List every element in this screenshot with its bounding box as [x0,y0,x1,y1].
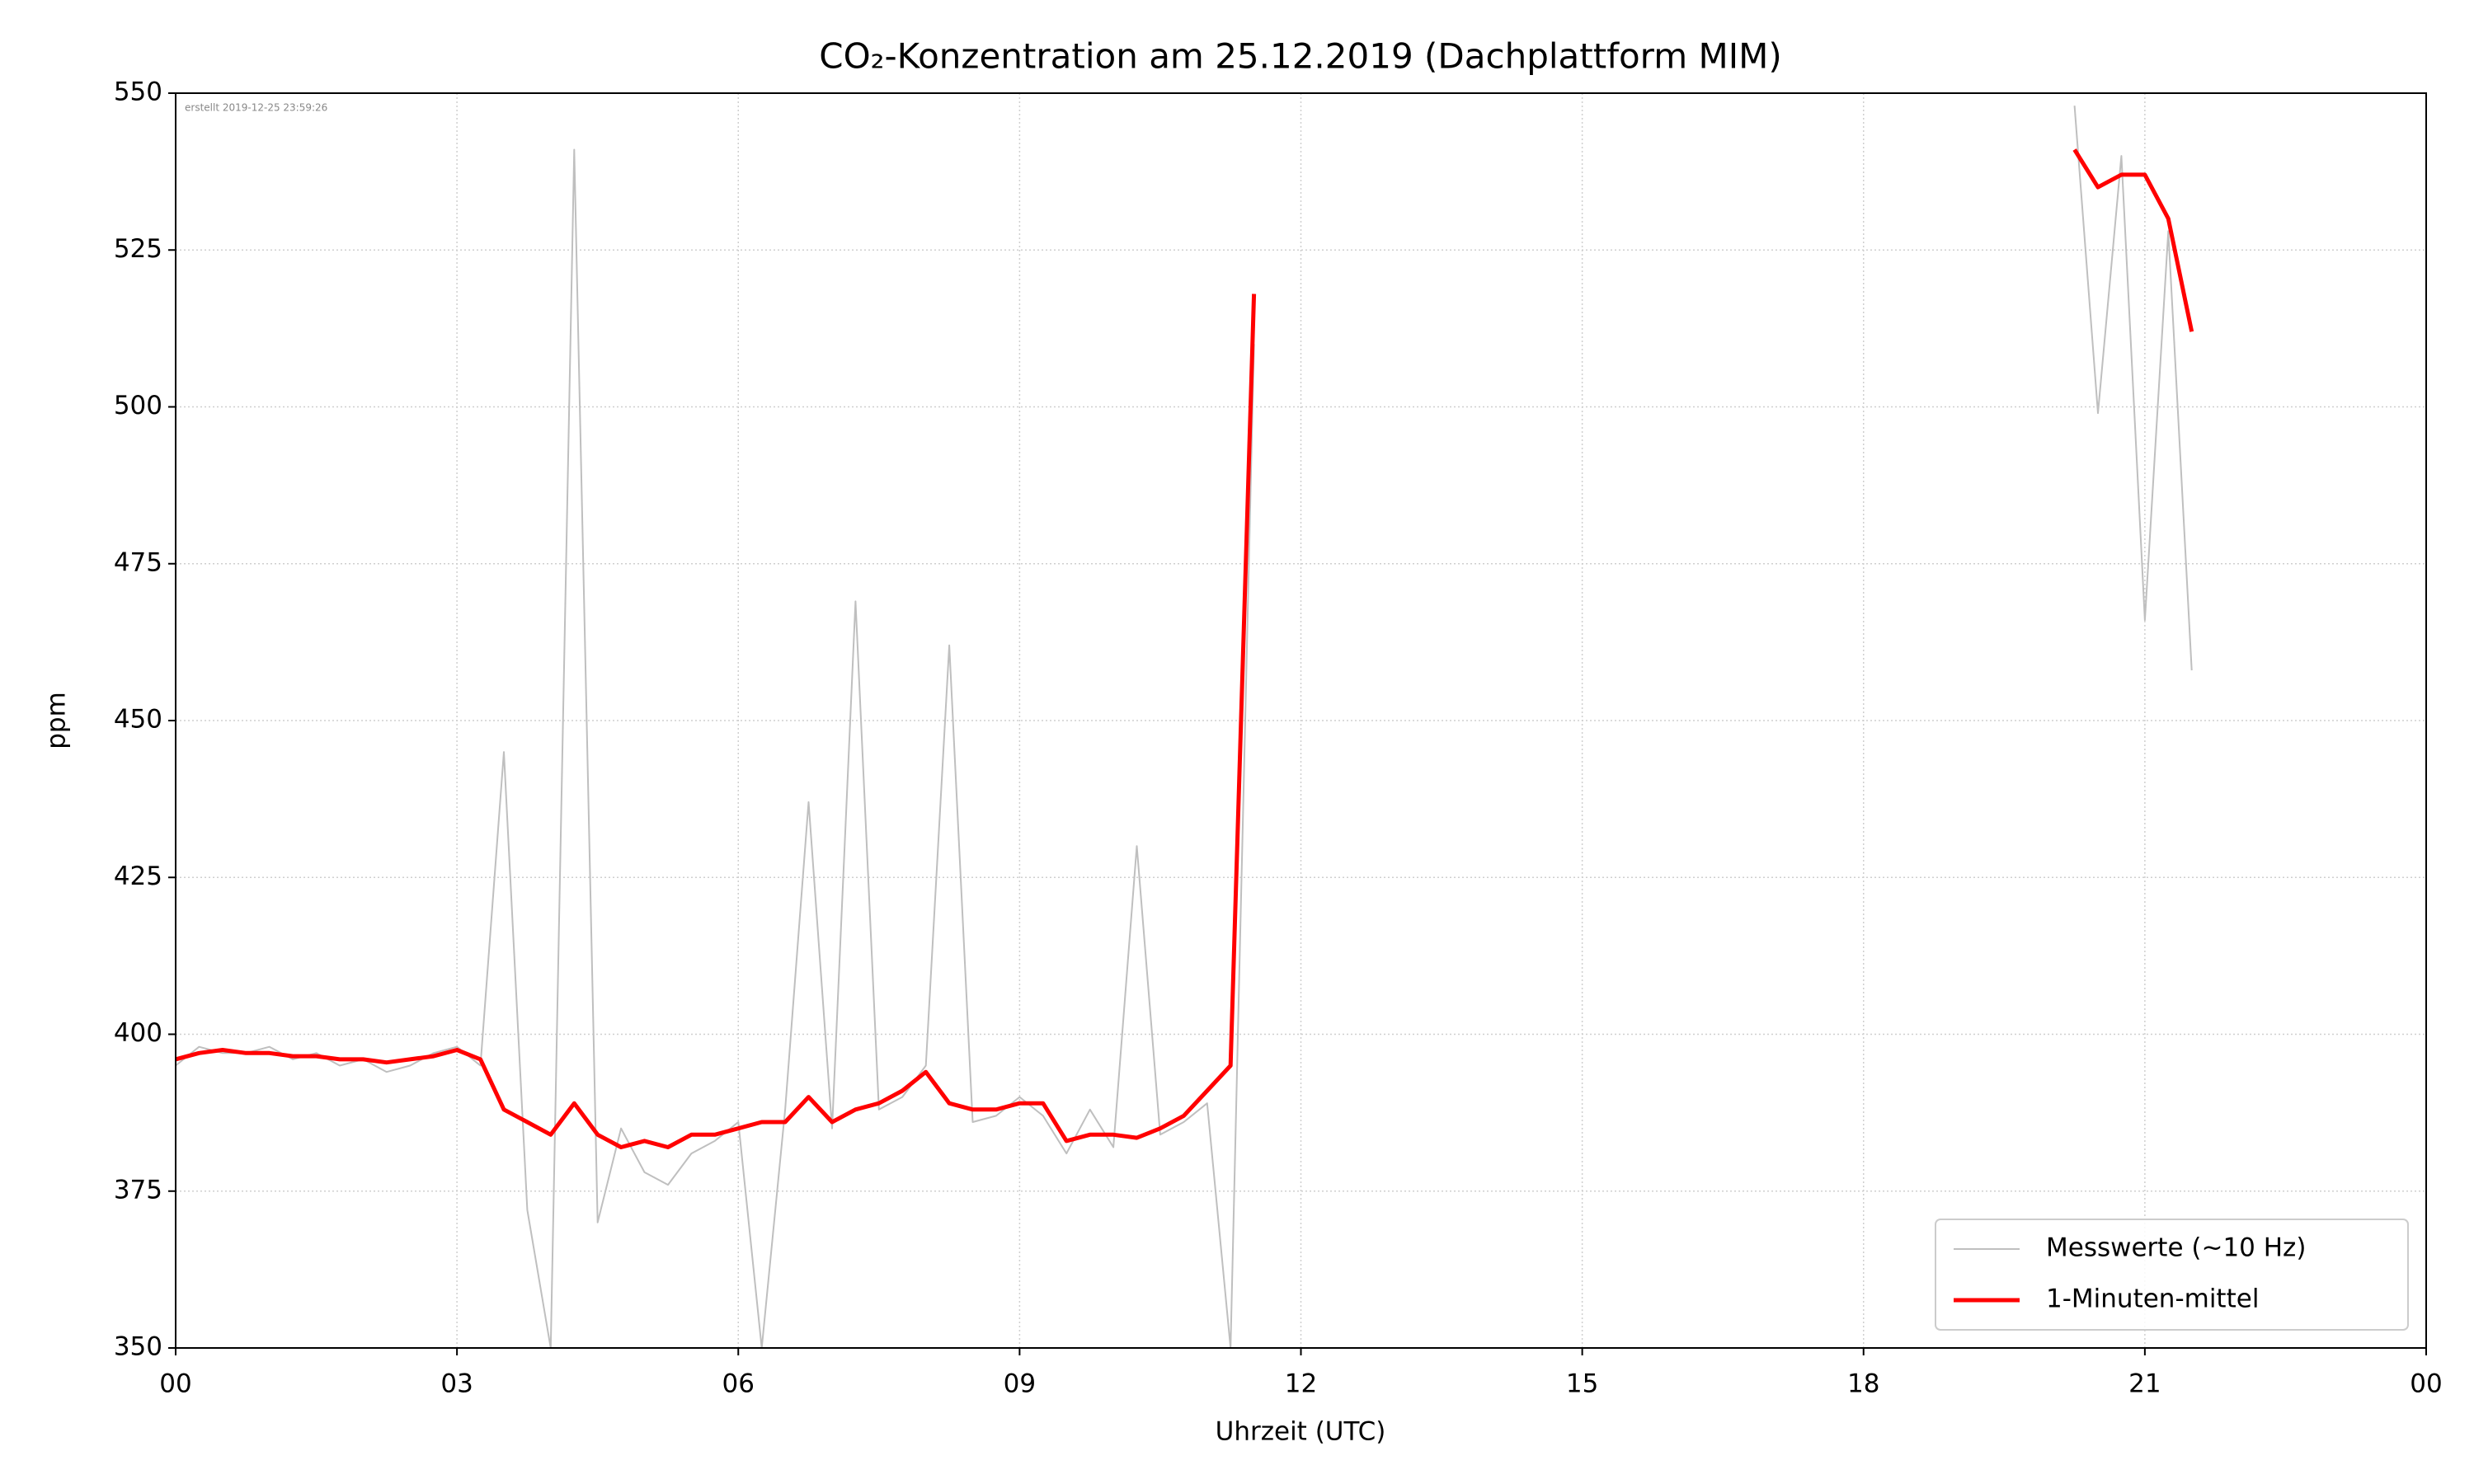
x-tick-label: 00 [2410,1369,2442,1399]
y-tick-label: 450 [114,705,162,735]
y-tick-label: 350 [114,1332,162,1362]
y-axis-label: ppm [42,692,72,749]
x-tick-label: 00 [159,1369,191,1399]
y-tick-label: 550 [114,77,162,107]
x-tick-label: 18 [1847,1369,1879,1399]
legend-box [1935,1219,2409,1331]
series-line [176,148,2194,1149]
annotation: erstellt 2019-12-25 23:59:26 [185,102,327,114]
x-tick-label: 21 [2128,1369,2161,1399]
y-tick-label: 400 [114,1018,162,1048]
x-tick-label: 03 [440,1369,473,1399]
plot-frame [175,92,2427,1349]
x-tick-label: 09 [1004,1369,1036,1399]
series-line [176,106,2193,1348]
chart-title: CO₂-Konzentration am 25.12.2019 (Dachpla… [819,36,1781,77]
x-axis-label: Uhrzeit (UTC) [1216,1417,1386,1447]
x-tick-label: 15 [1566,1369,1598,1399]
legend-label: 1-Minuten-mittel [2046,1284,2259,1314]
y-tick-label: 500 [114,391,162,420]
legend-label: Messwerte (~10 Hz) [2046,1233,2306,1263]
y-tick-label: 425 [114,862,162,891]
x-tick-label: 12 [1285,1369,1317,1399]
y-tick-label: 375 [114,1175,162,1205]
x-tick-label: 06 [722,1369,755,1399]
y-tick-label: 525 [114,234,162,264]
y-tick-label: 475 [114,547,162,577]
